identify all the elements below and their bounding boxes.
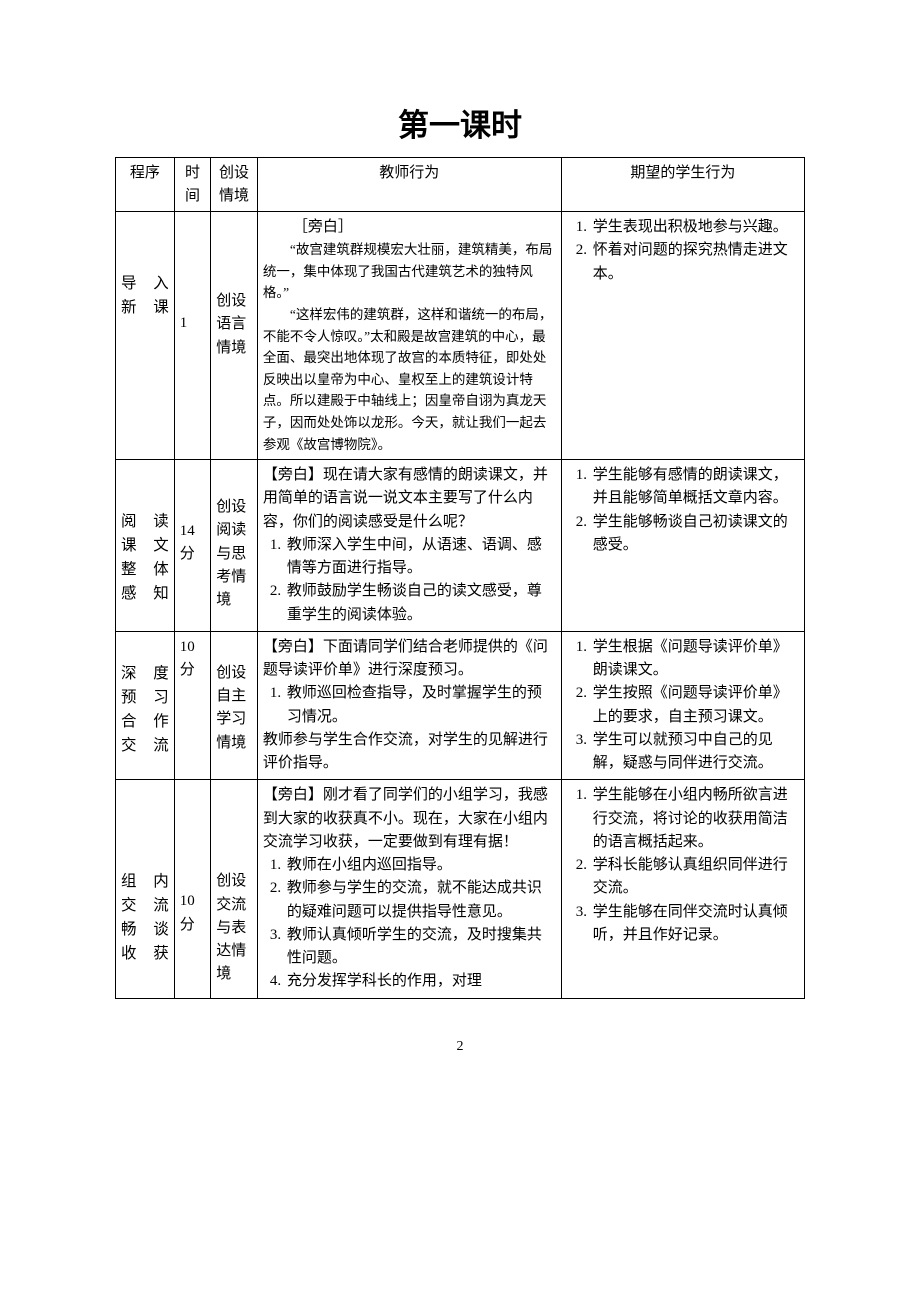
- header-proc: 程序: [116, 158, 175, 212]
- situ-cell: 创设交流与表达情境: [211, 780, 258, 998]
- student-cell: 学生能够有感情的朗读课文，并且能够简单概括文章内容。 学生能够畅谈自己初读课文的…: [561, 460, 804, 632]
- proc-cell: 导 入 新课: [116, 212, 175, 460]
- time-cell: 10分: [174, 631, 210, 780]
- proc-cell: 组 内 交 流 畅 谈 收 获: [116, 780, 175, 998]
- student-cell: 学生能够在小组内畅所欲言进行交流，将讨论的收获用简洁的语言概括起来。 学科长能够…: [561, 780, 804, 998]
- teacher-cell: 【旁白】下面请同学们结合老师提供的《问题导读评价单》进行深度预习。 教师巡回检查…: [257, 631, 561, 780]
- time-cell: 14分: [174, 460, 210, 632]
- proc-line: 整 体: [121, 558, 169, 582]
- teacher-para: “这样宏伟的建筑群，这样和谐统一的布局，不能不令人惊叹。”太和殿是故宫建筑的中心…: [263, 304, 556, 455]
- proc-line: 组 内: [121, 870, 169, 894]
- teacher-item: 教师参与学生的交流，就不能达成共识的疑难问题可以提供指导性意见。: [285, 877, 556, 924]
- teacher-cell: 【旁白】现在请大家有感情的朗读课文，并用简单的语言说一说文本主要写了什么内容，你…: [257, 460, 561, 632]
- table-row: 深 度 预 习 合 作 交 流 10分 创设自主学习情境 【旁白】下面请同学们结…: [116, 631, 805, 780]
- teacher-para: “故宫建筑群规模宏大壮丽，建筑精美，布局统一，集中体现了我国古代建筑艺术的独特风…: [263, 239, 556, 304]
- proc-line: 收 获: [121, 942, 169, 966]
- page-number: 2: [115, 1039, 805, 1055]
- teacher-intro: 【旁白】刚才看了同学们的小组学习，我感到大家的收获真不小。现在，大家在小组内交流…: [263, 784, 556, 854]
- student-item: 学生能够有感情的朗读课文，并且能够简单概括文章内容。: [591, 464, 799, 511]
- student-cell: 学生根据《问题导读评价单》朗读课文。 学生按照《问题导读评价单》上的要求，自主预…: [561, 631, 804, 780]
- time-cell: 10分: [174, 780, 210, 998]
- header-student: 期望的学生行为: [561, 158, 804, 212]
- teacher-cell: ［旁白］ “故宫建筑群规模宏大壮丽，建筑精美，布局统一，集中体现了我国古代建筑艺…: [257, 212, 561, 460]
- teacher-tail: 教师参与学生合作交流，对学生的见解进行评价指导。: [263, 729, 556, 776]
- student-item: 学生表现出积极地参与兴趣。: [591, 216, 799, 239]
- teacher-item: 充分发挥学科长的作用，对理: [285, 970, 556, 993]
- proc-line: 课文: [121, 534, 169, 558]
- teacher-item: 教师深入学生中间，从语速、语调、感情等方面进行指导。: [285, 534, 556, 581]
- student-item: 学生根据《问题导读评价单》朗读课文。: [591, 636, 799, 683]
- proc-line: 畅 谈: [121, 918, 169, 942]
- narration-label: ［旁白］: [263, 216, 556, 239]
- proc-line: 深 度: [121, 662, 169, 686]
- student-item: 学生能够畅谈自己初读课文的感受。: [591, 511, 799, 558]
- header-time: 时间: [174, 158, 210, 212]
- student-item: 学生按照《问题导读评价单》上的要求，自主预习课文。: [591, 682, 799, 729]
- proc-line: 预 习: [121, 686, 169, 710]
- teacher-intro: 【旁白】现在请大家有感情的朗读课文，并用简单的语言说一说文本主要写了什么内容，你…: [263, 464, 556, 534]
- situ-cell: 创设阅读与思考情境: [211, 460, 258, 632]
- student-cell: 学生表现出积极地参与兴趣。 怀着对问题的探究热情走进文本。: [561, 212, 804, 460]
- proc-cell: 阅 读 课文 整 体 感知: [116, 460, 175, 632]
- student-item: 学生可以就预习中自己的见解，疑惑与同伴进行交流。: [591, 729, 799, 776]
- lesson-table: 程序 时间 创设情境 教师行为 期望的学生行为 导 入 新课 1 创设语言情境 …: [115, 157, 805, 999]
- situ-cell: 创设自主学习情境: [211, 631, 258, 780]
- proc-line: 阅 读: [121, 510, 169, 534]
- proc-cell: 深 度 预 习 合 作 交 流: [116, 631, 175, 780]
- proc-line: 交 流: [121, 734, 169, 758]
- teacher-item: 教师巡回检查指导，及时掌握学生的预习情况。: [285, 682, 556, 729]
- table-row: 导 入 新课 1 创设语言情境 ［旁白］ “故宫建筑群规模宏大壮丽，建筑精美，布…: [116, 212, 805, 460]
- header-situ: 创设情境: [211, 158, 258, 212]
- teacher-item: 教师在小组内巡回指导。: [285, 854, 556, 877]
- teacher-item: 教师认真倾听学生的交流，及时搜集共性问题。: [285, 924, 556, 971]
- header-teacher: 教师行为: [257, 158, 561, 212]
- table-header-row: 程序 时间 创设情境 教师行为 期望的学生行为: [116, 158, 805, 212]
- proc-line: 感知: [121, 582, 169, 606]
- table-row: 阅 读 课文 整 体 感知 14分 创设阅读与思考情境 【旁白】现在请大家有感情…: [116, 460, 805, 632]
- table-row: 组 内 交 流 畅 谈 收 获 10分 创设交流与表达情境 【旁白】刚才看了同学…: [116, 780, 805, 998]
- student-item: 怀着对问题的探究热情走进文本。: [591, 239, 799, 286]
- student-item: 学科长能够认真组织同伴进行交流。: [591, 854, 799, 901]
- teacher-intro: 【旁白】下面请同学们结合老师提供的《问题导读评价单》进行深度预习。: [263, 636, 556, 683]
- proc-line: 导 入: [121, 272, 169, 296]
- proc-line: 新课: [121, 296, 169, 320]
- proc-line: 合 作: [121, 710, 169, 734]
- time-cell: 1: [174, 212, 210, 460]
- situ-cell: 创设语言情境: [211, 212, 258, 460]
- proc-line: 交 流: [121, 894, 169, 918]
- teacher-cell: 【旁白】刚才看了同学们的小组学习，我感到大家的收获真不小。现在，大家在小组内交流…: [257, 780, 561, 998]
- student-item: 学生能够在小组内畅所欲言进行交流，将讨论的收获用简洁的语言概括起来。: [591, 784, 799, 854]
- teacher-item: 教师鼓励学生畅谈自己的读文感受，尊重学生的阅读体验。: [285, 580, 556, 627]
- student-item: 学生能够在同伴交流时认真倾听，并且作好记录。: [591, 901, 799, 948]
- page-title: 第一课时: [115, 100, 805, 145]
